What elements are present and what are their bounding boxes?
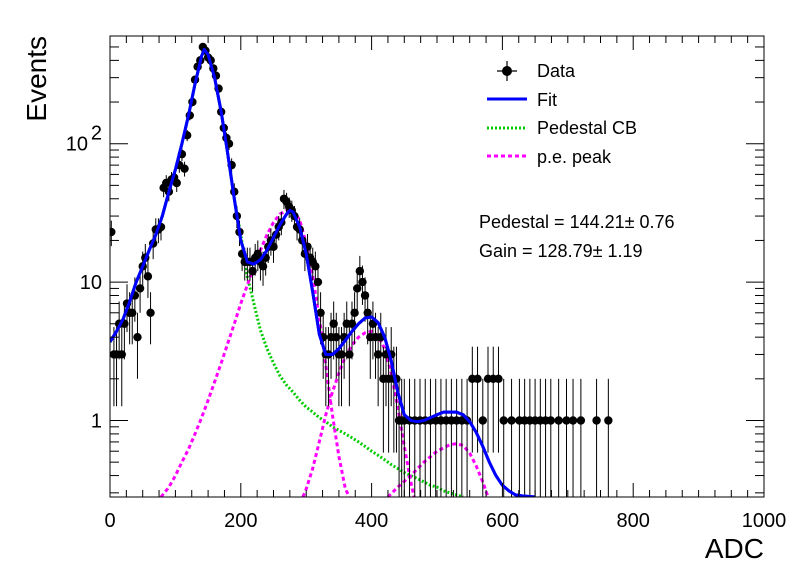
fit-overlay bbox=[110, 47, 536, 497]
data-point bbox=[128, 308, 137, 317]
legend-label-pe-peak: p.e. peak bbox=[537, 147, 612, 167]
data-point bbox=[110, 227, 116, 237]
legend-label-fit: Fit bbox=[537, 90, 557, 110]
data-point bbox=[568, 416, 578, 425]
legend-item-pe-peak: p.e. peak bbox=[487, 147, 612, 167]
legend-item-pedestal-cb: Pedestal CB bbox=[487, 118, 637, 138]
data-point bbox=[478, 416, 487, 425]
x-tick-label: 800 bbox=[617, 510, 650, 532]
data-point bbox=[355, 266, 365, 276]
x-axis: 0 200 400 600 800 1000 bbox=[104, 36, 786, 532]
x-tick-label: 200 bbox=[224, 510, 257, 532]
data-point bbox=[353, 284, 362, 293]
y-tick-label: 1 bbox=[91, 410, 102, 432]
x-axis-title: ADC bbox=[705, 533, 764, 564]
data-point bbox=[248, 266, 257, 276]
data-point bbox=[358, 277, 367, 287]
data-point bbox=[316, 308, 325, 317]
annotation-gain-value: Gain = 128.79 bbox=[479, 241, 593, 261]
annotation-pedestal-pm: ± bbox=[625, 212, 635, 232]
y-tick-label: 10 bbox=[80, 272, 102, 294]
data-point bbox=[473, 374, 482, 384]
data-point bbox=[337, 350, 346, 359]
data-point bbox=[311, 262, 320, 271]
fit-annotations: Pedestal = 144.21± 0.76 Gain = 128.79± 1… bbox=[479, 212, 675, 261]
data-point bbox=[507, 416, 516, 425]
data-point bbox=[363, 308, 372, 317]
x-tick-label: 0 bbox=[104, 510, 115, 532]
annotation-gain: Gain = 128.79± 1.19 bbox=[479, 241, 643, 261]
annotation-gain-err: 1.19 bbox=[602, 241, 642, 261]
legend-item-fit: Fit bbox=[487, 90, 557, 110]
data-point bbox=[562, 416, 571, 425]
data-point bbox=[350, 308, 359, 317]
data-point bbox=[313, 277, 323, 287]
legend-label-pedestal-cb: Pedestal CB bbox=[537, 118, 637, 138]
data-point bbox=[332, 332, 341, 342]
legend-data-marker bbox=[502, 66, 512, 76]
annotation-pedestal-err: 0.76 bbox=[635, 212, 675, 232]
annotation-pedestal: Pedestal = 144.21± 0.76 bbox=[479, 212, 675, 232]
data-point bbox=[373, 350, 383, 359]
data-point bbox=[494, 374, 503, 384]
data-point bbox=[329, 319, 338, 328]
data-point bbox=[576, 416, 586, 425]
x-tick-label: 600 bbox=[486, 510, 519, 532]
legend-item-data: Data bbox=[497, 61, 576, 81]
legend-label-data: Data bbox=[537, 61, 576, 81]
data-point bbox=[499, 416, 508, 425]
data-point bbox=[135, 284, 145, 293]
data-point bbox=[360, 291, 370, 300]
x-tick-label: 400 bbox=[355, 510, 388, 532]
y-tick-label-exponent: 2 bbox=[91, 123, 102, 145]
fit-curve-overlay bbox=[110, 47, 536, 497]
data-point bbox=[180, 164, 189, 173]
annotation-gain-pm: ± bbox=[593, 241, 603, 261]
data-point bbox=[117, 350, 126, 359]
x-tick-label: 1000 bbox=[742, 510, 787, 532]
data-point bbox=[554, 416, 563, 425]
data-point bbox=[146, 308, 155, 317]
data-point bbox=[143, 272, 153, 281]
data-point bbox=[172, 178, 181, 188]
data-point bbox=[592, 416, 601, 425]
legend: Data Fit Pedestal CB p.e. peak bbox=[487, 61, 637, 167]
pe-peak-curve bbox=[386, 442, 490, 497]
y-axis-title: Events bbox=[21, 36, 52, 122]
y-tick-label: 10 bbox=[66, 134, 88, 156]
pe-peak-curve bbox=[301, 329, 416, 497]
data-point bbox=[345, 350, 354, 359]
annotation-pedestal-value: Pedestal = 144.21 bbox=[479, 212, 625, 232]
data-point bbox=[604, 416, 613, 425]
data-point bbox=[546, 416, 555, 425]
data-point bbox=[347, 319, 357, 328]
data-point bbox=[133, 332, 142, 342]
data-point bbox=[258, 262, 268, 271]
data-point bbox=[253, 249, 263, 259]
